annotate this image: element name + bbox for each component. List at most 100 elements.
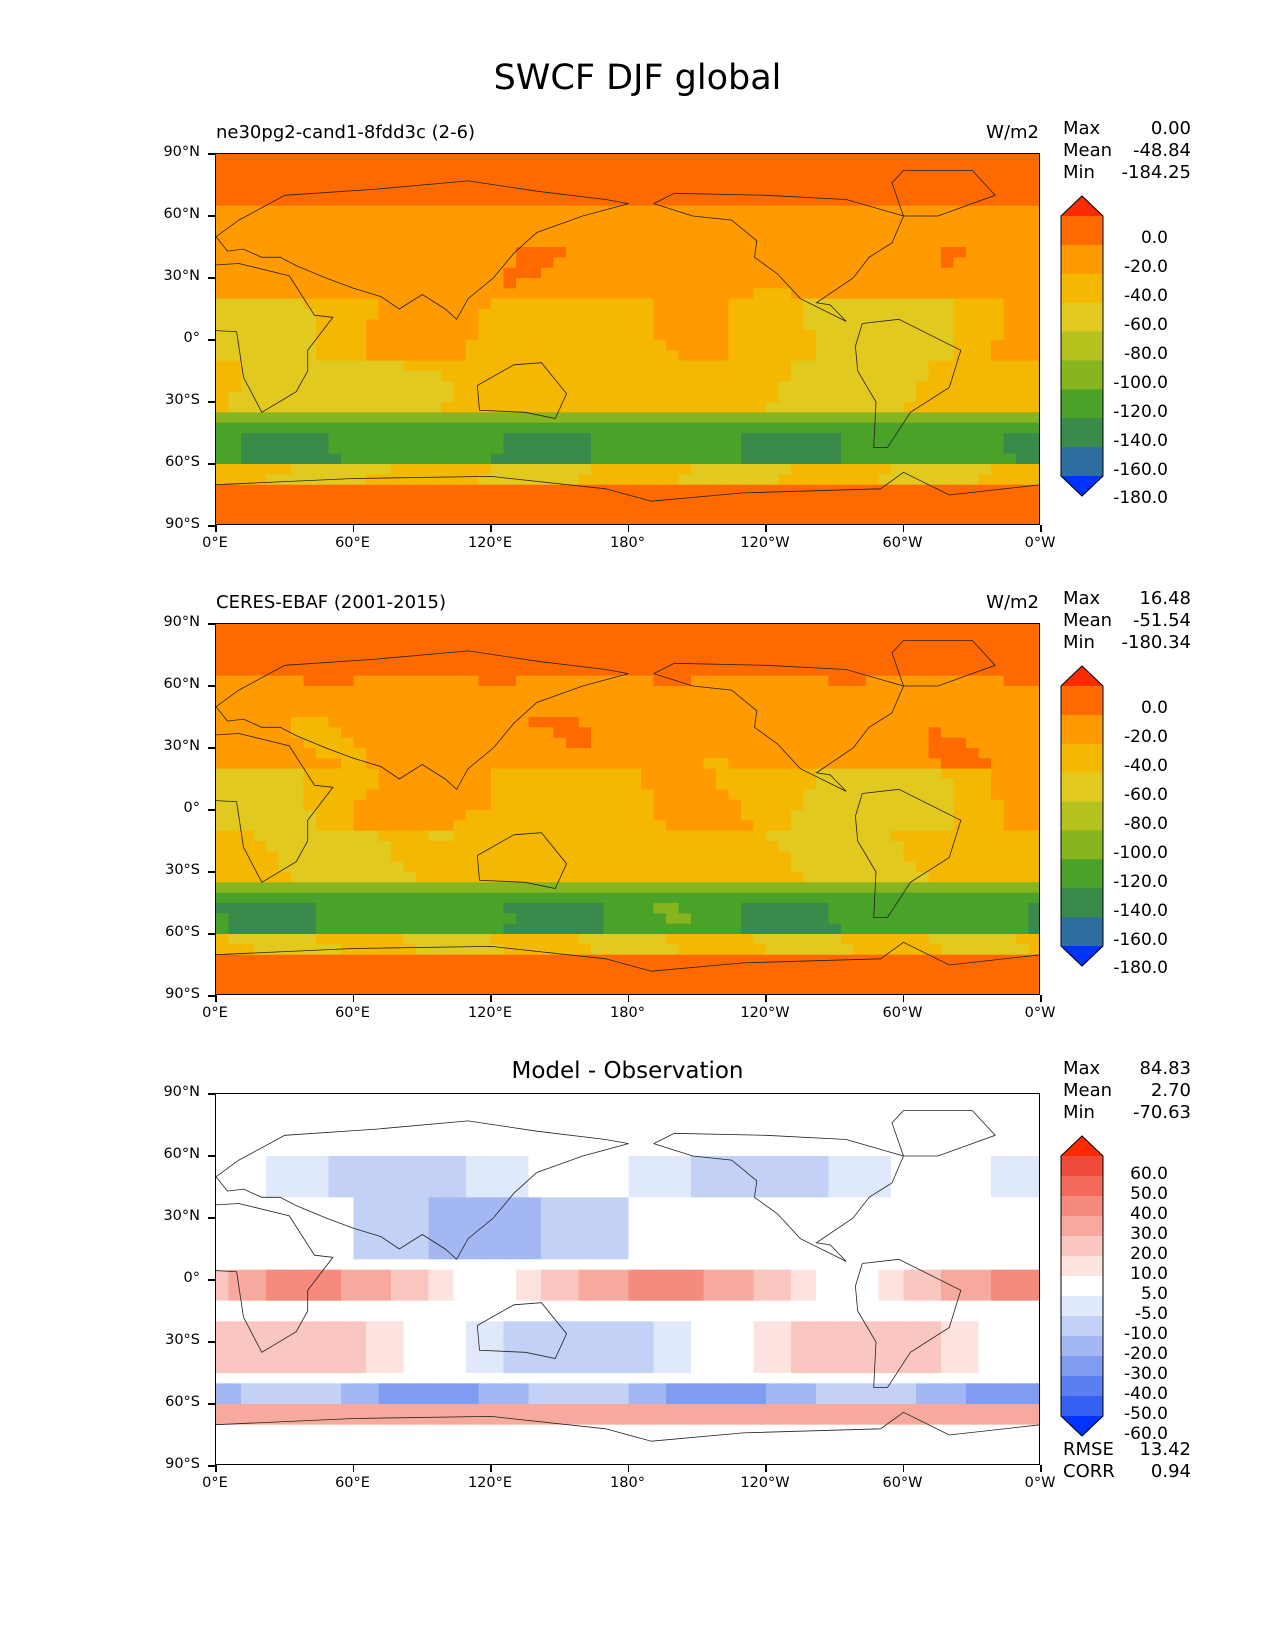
- field-cell: [916, 464, 930, 475]
- field-cell: [391, 247, 405, 258]
- field-cell: [478, 624, 492, 635]
- field-cell: [278, 1104, 292, 1116]
- field-cell: [916, 453, 930, 465]
- field-cell: [516, 391, 530, 403]
- field-cell: [328, 226, 342, 238]
- field-cell: [1003, 236, 1017, 248]
- field-cell: [953, 267, 967, 279]
- field-cell: [478, 433, 492, 444]
- field-cell: [366, 1104, 380, 1116]
- field-cell: [441, 985, 455, 994]
- field-cell: [453, 319, 467, 331]
- field-cell: [278, 1125, 292, 1136]
- field-cell: [791, 443, 805, 455]
- field-cell: [453, 675, 467, 687]
- field-cell: [953, 474, 967, 486]
- field-cell: [966, 236, 980, 248]
- field-cell: [353, 257, 367, 269]
- field-cell: [828, 515, 842, 524]
- field-cell: [653, 226, 667, 238]
- field-cell: [741, 288, 755, 300]
- field-cell: [1003, 402, 1017, 413]
- field-cell: [478, 402, 492, 413]
- field-cell: [1028, 391, 1039, 403]
- field-cell: [428, 892, 442, 904]
- field-cell: [791, 185, 805, 196]
- field-cell: [803, 913, 817, 925]
- field-cell: [291, 350, 305, 362]
- field-cell: [453, 861, 467, 873]
- field-cell: [253, 830, 267, 842]
- field-cell: [641, 340, 655, 351]
- field-cell: [803, 644, 817, 656]
- field-cell: [828, 696, 842, 708]
- field-cell: [691, 288, 705, 300]
- field-cell: [378, 706, 392, 718]
- field-cell: [653, 799, 667, 811]
- field-cell: [566, 298, 580, 310]
- field-cell: [378, 464, 392, 475]
- field-cell: [216, 830, 230, 842]
- field-cell: [403, 861, 417, 873]
- field-cell: [641, 810, 655, 821]
- field-cell: [328, 505, 342, 517]
- field-cell: [1016, 872, 1030, 883]
- field-cell: [553, 350, 567, 362]
- field-cell: [941, 913, 955, 925]
- field-cell: [366, 634, 380, 646]
- field-cell: [566, 433, 580, 444]
- field-cell: [866, 422, 880, 434]
- field-cell: [878, 644, 892, 656]
- field-cell: [516, 515, 530, 524]
- field-cell: [591, 174, 605, 186]
- field-cell: [553, 944, 567, 956]
- field-cell: [366, 515, 380, 524]
- field-cell: [803, 422, 817, 434]
- field-cell: [791, 474, 805, 486]
- field-cell: [766, 892, 780, 904]
- field-cell: [266, 779, 280, 790]
- field-cell: [903, 371, 917, 382]
- field-cell: [391, 288, 405, 300]
- field-cell: [978, 412, 992, 424]
- field-cell: [691, 371, 705, 382]
- field-cell: [878, 154, 892, 165]
- field-cell: [241, 975, 255, 987]
- field-cell: [728, 1094, 742, 1105]
- field-cell: [628, 985, 642, 994]
- field-cell: [828, 185, 842, 196]
- field-cell: [328, 851, 342, 863]
- field-cell: [528, 892, 542, 904]
- field-cell: [416, 820, 430, 832]
- field-cell: [853, 634, 867, 646]
- field-cell: [716, 195, 730, 207]
- field-cell: [341, 195, 355, 207]
- field-cell: [316, 1104, 330, 1116]
- field-cell: [1016, 851, 1030, 863]
- field-cell: [328, 247, 342, 258]
- field-cell: [566, 484, 580, 496]
- field-cell: [228, 484, 242, 496]
- field-cell: [903, 861, 917, 873]
- field-cell: [691, 872, 705, 883]
- field-cell: [241, 154, 255, 165]
- field-cell: [753, 1104, 767, 1116]
- field-cell: [716, 495, 730, 506]
- field-cell: [353, 965, 367, 976]
- field-cell: [753, 872, 767, 883]
- field-cell: [778, 923, 792, 935]
- field-cell: [341, 257, 355, 269]
- field-cell: [453, 851, 467, 863]
- field-cell: [953, 298, 967, 310]
- field-cell: [653, 830, 667, 842]
- field-cell: [566, 1094, 580, 1105]
- field-cell: [528, 923, 542, 935]
- field-cell: [603, 655, 617, 666]
- field-cell: [866, 433, 880, 444]
- field-cell: [816, 267, 830, 279]
- field-cell: [741, 402, 755, 413]
- field-cell: [528, 665, 542, 677]
- field-cell: [328, 985, 342, 994]
- field-cell: [1003, 1094, 1017, 1105]
- field-cell: [816, 360, 830, 372]
